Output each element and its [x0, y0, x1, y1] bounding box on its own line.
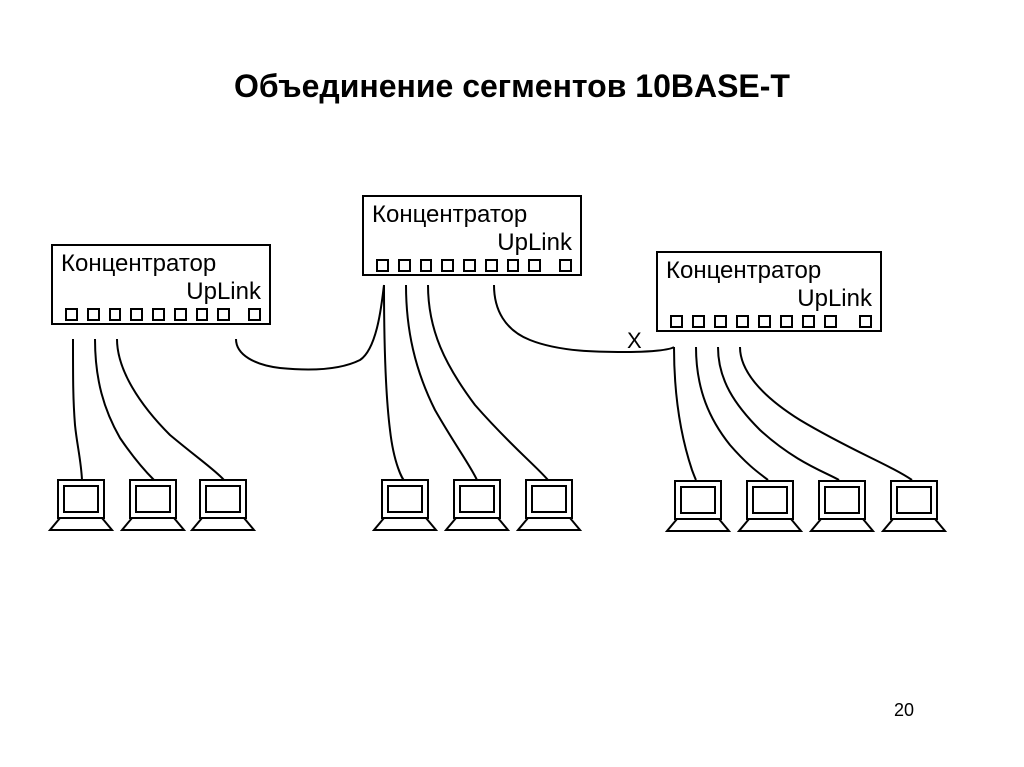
hub-0: КонцентраторUpLink — [51, 244, 271, 325]
port — [824, 315, 837, 328]
port — [780, 315, 793, 328]
x-label: X — [627, 328, 642, 354]
hub-uplink-label: UpLink — [61, 278, 261, 306]
hub-1: КонцентраторUpLink — [362, 195, 582, 276]
port — [485, 259, 498, 272]
port — [174, 308, 187, 321]
cable-9 — [696, 347, 768, 480]
cable-5 — [406, 285, 477, 480]
port — [420, 259, 433, 272]
port — [463, 259, 476, 272]
port — [196, 308, 209, 321]
computer-icon — [739, 481, 801, 531]
computer-icon — [883, 481, 945, 531]
port — [65, 308, 78, 321]
port — [441, 259, 454, 272]
port — [714, 315, 727, 328]
hub-uplink-label: UpLink — [372, 229, 572, 257]
network-diagram — [0, 0, 1024, 767]
port — [398, 259, 411, 272]
computer-icon — [518, 480, 580, 530]
port — [109, 308, 122, 321]
port — [217, 308, 230, 321]
cable-6 — [428, 285, 548, 480]
computer-icon — [374, 480, 436, 530]
port — [758, 315, 771, 328]
hub-ports — [65, 308, 261, 321]
hub-label: Концентратор — [372, 201, 572, 229]
computer-icon — [446, 480, 508, 530]
port — [152, 308, 165, 321]
hub-ports — [376, 259, 572, 272]
port — [130, 308, 143, 321]
hub-2: КонцентраторUpLink — [656, 251, 882, 332]
port — [528, 259, 541, 272]
cable-0 — [73, 339, 82, 480]
uplink-port — [859, 315, 872, 328]
uplink-port — [248, 308, 261, 321]
port — [692, 315, 705, 328]
hub-label: Концентратор — [61, 250, 261, 278]
port — [736, 315, 749, 328]
cable-2 — [117, 339, 224, 480]
cable-10 — [718, 347, 839, 480]
page-number: 20 — [894, 700, 914, 721]
computer-icon — [667, 481, 729, 531]
computer-icon — [50, 480, 112, 530]
computer-icon — [192, 480, 254, 530]
computer-icon — [811, 481, 873, 531]
port — [802, 315, 815, 328]
computer-icon — [122, 480, 184, 530]
cable-7 — [494, 285, 674, 352]
cable-11 — [740, 347, 912, 480]
hub-label: Концентратор — [666, 257, 872, 285]
hub-ports — [670, 315, 872, 328]
page-title: Объединение сегментов 10BASE-T — [0, 68, 1024, 105]
uplink-port — [559, 259, 572, 272]
cable-8 — [674, 347, 696, 480]
port — [376, 259, 389, 272]
port — [670, 315, 683, 328]
hub-uplink-label: UpLink — [666, 285, 872, 313]
cable-1 — [95, 339, 154, 480]
port — [507, 259, 520, 272]
port — [87, 308, 100, 321]
cable-4 — [384, 285, 404, 480]
